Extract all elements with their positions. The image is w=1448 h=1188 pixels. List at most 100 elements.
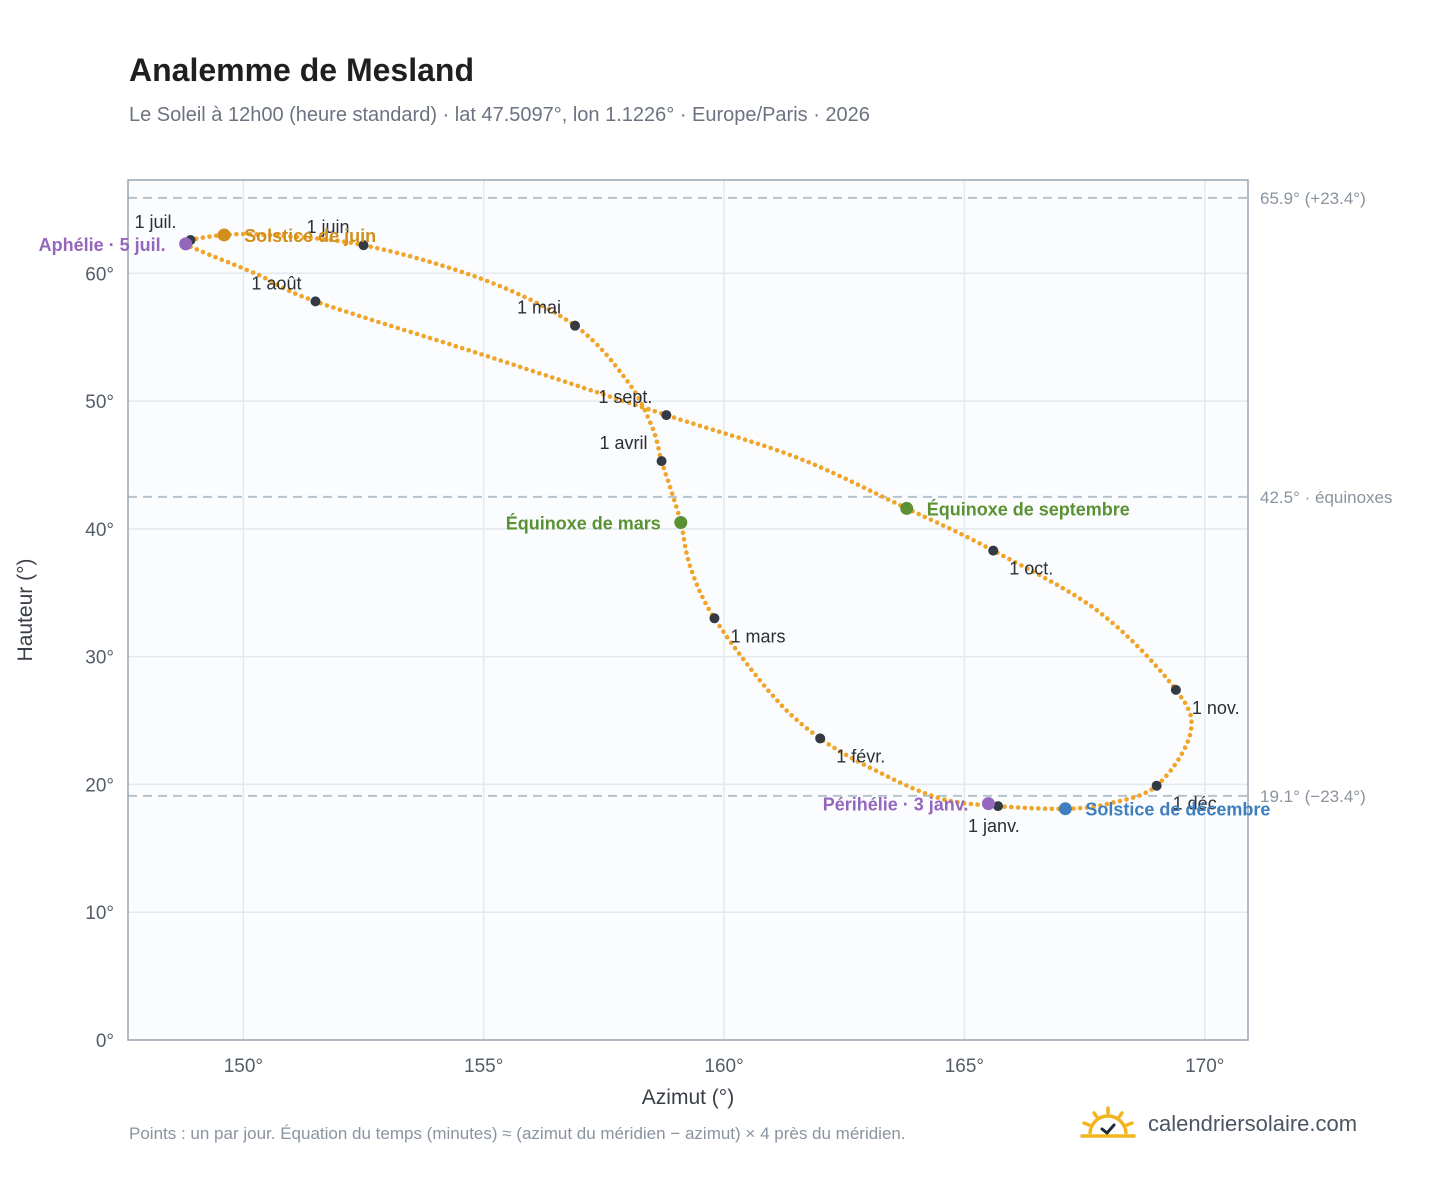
daily-point xyxy=(288,234,293,239)
daily-point xyxy=(728,640,734,645)
y-tick-label: 30° xyxy=(85,648,114,669)
month-start-label: 1 févr. xyxy=(836,746,885,766)
daily-point xyxy=(207,234,212,239)
daily-point xyxy=(575,383,581,389)
daily-point xyxy=(697,588,702,594)
daily-point xyxy=(1115,625,1120,630)
daily-point xyxy=(1104,801,1110,807)
daily-point xyxy=(648,420,653,426)
daily-point xyxy=(1188,726,1194,731)
daily-point xyxy=(892,500,897,505)
daily-point xyxy=(692,576,697,581)
daily-point xyxy=(671,415,677,420)
daily-point xyxy=(331,305,336,310)
daily-point xyxy=(534,300,539,306)
daily-point xyxy=(656,446,661,451)
daily-point xyxy=(1137,793,1142,798)
daily-point xyxy=(465,271,471,277)
event-marker xyxy=(217,228,231,242)
plot-frame xyxy=(127,179,1249,1041)
reference-line-label: 42.5° · équinoxes xyxy=(1260,488,1393,507)
daily-point xyxy=(269,279,274,284)
daily-point xyxy=(855,482,861,488)
daily-point xyxy=(1036,806,1041,811)
plot-background xyxy=(128,180,1248,1040)
daily-point xyxy=(286,288,292,294)
daily-point xyxy=(200,235,206,240)
daily-point xyxy=(254,232,259,237)
daily-point xyxy=(948,798,954,804)
daily-point xyxy=(516,291,521,297)
brand: calendriersolaire.com xyxy=(1080,1104,1357,1144)
daily-point xyxy=(826,742,832,747)
daily-point xyxy=(843,476,848,482)
daily-point xyxy=(749,439,754,445)
daily-point xyxy=(729,433,735,439)
x-tick-label: 165° xyxy=(945,1056,984,1077)
daily-point xyxy=(427,259,432,265)
daily-point xyxy=(633,402,638,408)
daily-point xyxy=(667,484,673,490)
daily-point xyxy=(595,342,600,348)
daily-point xyxy=(617,368,622,374)
daily-point xyxy=(459,269,465,275)
daily-point xyxy=(1066,589,1071,594)
daily-point xyxy=(626,400,632,406)
daily-point xyxy=(700,594,705,600)
month-start-marker xyxy=(815,733,826,744)
daily-point xyxy=(1187,732,1193,738)
daily-point xyxy=(479,352,484,357)
daily-point xyxy=(810,730,815,735)
daily-point xyxy=(1168,768,1173,773)
daily-point xyxy=(434,337,439,343)
daily-point xyxy=(200,249,206,255)
daily-point xyxy=(942,797,947,802)
daily-point xyxy=(717,623,722,629)
daily-point xyxy=(324,303,330,308)
daily-point xyxy=(247,231,253,237)
daily-point xyxy=(280,285,286,291)
daily-point xyxy=(935,795,941,800)
month-start-marker xyxy=(570,320,581,331)
daily-point xyxy=(620,398,625,404)
daily-point xyxy=(724,634,730,640)
daily-point xyxy=(697,423,703,429)
month-start-marker xyxy=(358,240,369,251)
daily-point xyxy=(825,468,830,473)
daily-point xyxy=(916,511,921,517)
daily-point xyxy=(904,783,909,788)
daily-point xyxy=(1077,596,1083,602)
daily-point xyxy=(629,384,634,390)
daily-point xyxy=(335,238,340,244)
daily-point xyxy=(774,448,780,453)
x-tick-label: 160° xyxy=(704,1056,743,1077)
daily-point xyxy=(755,441,761,447)
event-marker xyxy=(1058,802,1072,816)
daily-point xyxy=(459,345,465,351)
daily-point xyxy=(299,293,304,299)
daily-point xyxy=(503,286,509,291)
event-marker xyxy=(900,501,914,515)
daily-point xyxy=(671,497,677,503)
daily-point xyxy=(873,768,879,773)
event-marker xyxy=(179,237,193,251)
daily-point xyxy=(1172,762,1177,768)
event-label: Périhélie · 3 janv. xyxy=(823,795,969,815)
daily-point xyxy=(581,385,587,391)
daily-point xyxy=(1162,673,1167,679)
event-marker xyxy=(674,515,688,529)
daily-point xyxy=(1144,653,1149,658)
daily-point xyxy=(537,371,542,376)
daily-point xyxy=(1071,806,1076,811)
daily-point xyxy=(363,315,368,321)
daily-point xyxy=(232,262,237,268)
daily-point xyxy=(608,357,614,363)
month-start-marker xyxy=(709,613,720,624)
daily-point xyxy=(294,234,300,240)
x-tick-label: 155° xyxy=(464,1056,503,1077)
sun-logo-icon xyxy=(1080,1106,1136,1138)
daily-point xyxy=(376,319,381,325)
daily-point xyxy=(213,233,219,238)
daily-point xyxy=(652,409,658,414)
daily-point xyxy=(453,267,458,273)
